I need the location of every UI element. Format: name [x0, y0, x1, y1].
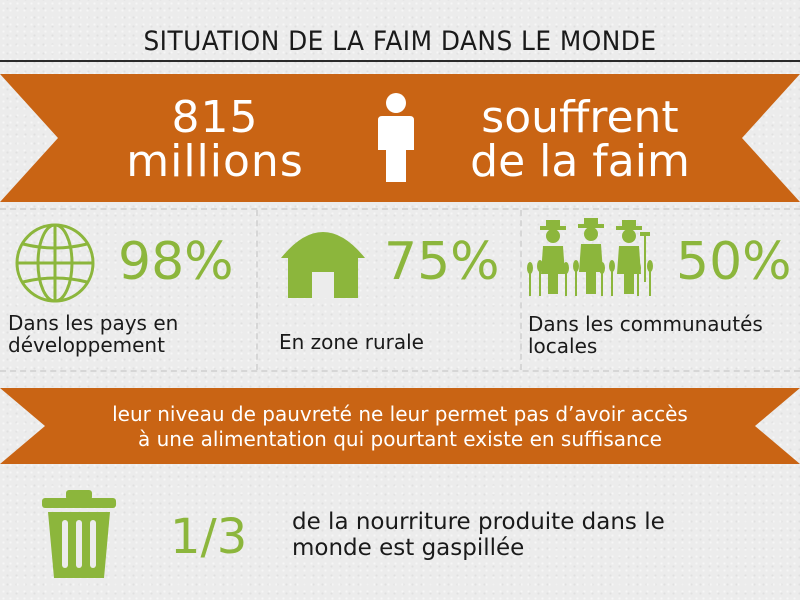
stat-value-local: 50% [676, 232, 792, 292]
barn-icon [281, 232, 365, 298]
stats-column-divider-2 [520, 210, 522, 370]
poverty-text-line1: leur niveau de pauvreté ne leur permet p… [112, 402, 688, 426]
stat-label-rural: En zone rurale [279, 331, 514, 353]
poverty-ribbon [0, 388, 800, 464]
headline-number: 815 millions [105, 96, 325, 184]
stat-label-line: locales [528, 334, 598, 358]
farmers-icon [527, 218, 653, 296]
waste-text: de la nourriture produite dans le monde … [292, 509, 752, 561]
stat-label-line: Dans les communautés [528, 312, 763, 336]
trash-can-icon [42, 490, 116, 578]
stat-value-rural: 75% [384, 232, 500, 292]
waste-fraction: 1/3 [170, 509, 248, 565]
globe-icon [15, 223, 95, 303]
stat-value-developing: 98% [118, 232, 234, 292]
stat-label-line: Dans les pays en [8, 311, 179, 335]
waste-text-line1: de la nourriture produite dans le [292, 509, 665, 535]
headline-text-line1: souffrent [481, 92, 679, 143]
headline-text-line2: de la faim [470, 136, 690, 187]
stat-label-line: En zone rurale [279, 330, 424, 354]
headline-number-line1: 815 [171, 92, 259, 143]
waste-text-line2: monde est gaspillée [292, 535, 525, 561]
title-divider [0, 60, 800, 62]
stat-label-local: Dans les communautés locales [528, 313, 796, 357]
poverty-text-line2: à une alimentation qui pourtant existe e… [137, 427, 662, 451]
stats-column-divider-1 [256, 210, 258, 370]
page-title: SITUATION DE LA FAIM DANS LE MONDE [143, 26, 657, 57]
stat-label-line: développement [8, 333, 165, 357]
stats-bottom-divider [0, 370, 800, 372]
poverty-text: leur niveau de pauvreté ne leur permet p… [40, 402, 760, 452]
person-icon [378, 93, 414, 182]
headline-text: souffrent de la faim [455, 96, 705, 184]
stat-label-developing: Dans les pays en développement [8, 312, 253, 356]
headline-number-line2: millions [126, 136, 304, 187]
stats-top-divider [0, 208, 800, 210]
